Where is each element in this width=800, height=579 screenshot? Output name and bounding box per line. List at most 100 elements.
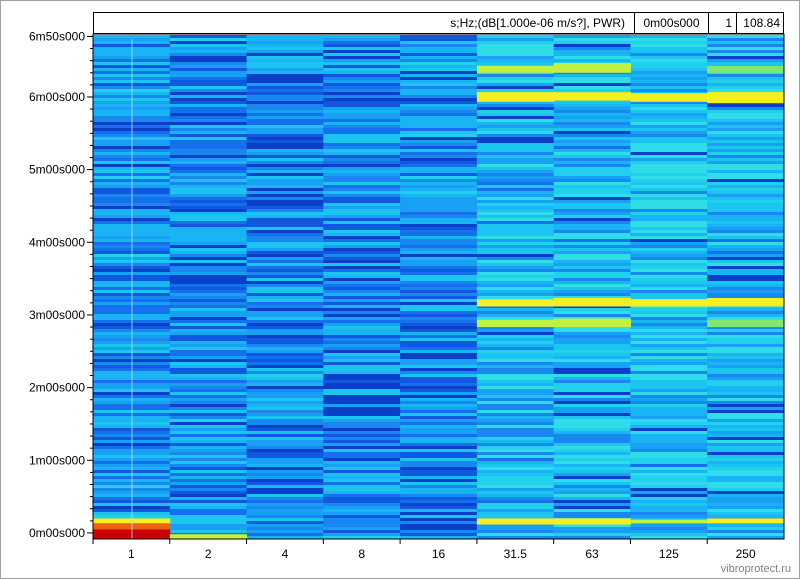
heatmap-cell	[707, 152, 785, 155]
heatmap-cell	[630, 170, 708, 173]
heatmap-cell	[553, 206, 631, 209]
heatmap-cell	[707, 50, 785, 53]
heatmap-cell	[630, 452, 708, 455]
cursor-value-field[interactable]: 108.84	[736, 13, 784, 33]
heatmap-cell	[630, 410, 708, 413]
heatmap-cell	[246, 365, 324, 368]
heatmap-cell	[476, 44, 555, 47]
heatmap-cell	[553, 311, 631, 314]
heatmap-cell	[707, 176, 785, 179]
heatmap-cell	[246, 533, 324, 536]
heatmap-cell	[246, 272, 324, 275]
heatmap-cell	[323, 143, 401, 146]
heatmap-cell	[400, 62, 478, 65]
heatmap-cell	[246, 389, 324, 392]
heatmap-cell	[630, 440, 708, 443]
heatmap-cell	[400, 281, 478, 284]
heatmap-cell	[400, 395, 478, 398]
heatmap-cell	[476, 275, 555, 278]
heatmap-cell	[476, 263, 555, 266]
heatmap-cell	[630, 47, 708, 50]
heatmap-cell	[400, 509, 478, 512]
heatmap-cell	[476, 179, 555, 182]
heatmap-cell	[630, 398, 708, 401]
heatmap-cell	[400, 521, 478, 524]
cursor-index-field[interactable]: 1	[708, 13, 736, 33]
heatmap-cell	[323, 122, 401, 125]
heatmap-cell	[400, 299, 478, 302]
heatmap-cell	[476, 449, 555, 452]
heatmap-cell	[630, 128, 708, 131]
heatmap-cell	[476, 146, 555, 149]
heatmap-cell	[630, 236, 708, 239]
heatmap-cell	[630, 416, 708, 419]
heatmap-cell	[323, 515, 401, 518]
heatmap-cell	[323, 176, 401, 179]
heatmap-cell	[476, 527, 555, 530]
heatmap-cell	[553, 383, 631, 386]
heatmap-cell	[323, 278, 401, 281]
heatmap-cell	[400, 194, 478, 197]
heatmap-cell	[400, 284, 478, 287]
heatmap-cell	[400, 416, 478, 419]
heatmap-cell	[707, 263, 785, 266]
hot-band-cell	[630, 93, 708, 102]
heatmap-cell	[323, 182, 401, 185]
heatmap-cell	[400, 302, 478, 305]
heatmap-cell	[246, 335, 324, 338]
heatmap-cell	[323, 308, 401, 311]
cursor-time-field[interactable]: 0m00s000	[634, 13, 708, 33]
heatmap-cell	[323, 446, 401, 449]
heatmap-cell	[169, 299, 248, 302]
heatmap-cell	[476, 431, 555, 434]
heatmap-cell	[323, 443, 401, 446]
heatmap-cell	[169, 521, 248, 524]
heatmap-cell	[169, 194, 248, 197]
heatmap-cell	[630, 380, 708, 383]
heatmap-cell	[169, 254, 248, 257]
heatmap-cell	[707, 236, 785, 239]
heatmap-cell	[630, 86, 708, 89]
heatmap-cell	[400, 158, 478, 161]
heatmap-cell	[246, 89, 324, 92]
heatmap-cell	[323, 38, 401, 41]
heatmap-cell	[169, 437, 248, 440]
heatmap-cell	[553, 281, 631, 284]
heatmap-cell	[553, 332, 631, 335]
heatmap-cell	[323, 416, 401, 419]
heatmap-cell	[323, 236, 401, 239]
heatmap-cell	[400, 47, 478, 50]
heatmap-cell	[553, 362, 631, 365]
heatmap-cell	[630, 203, 708, 206]
heatmap-cell	[707, 482, 785, 485]
heatmap-cell	[323, 380, 401, 383]
heatmap-cell	[246, 35, 324, 38]
heatmap-cell	[476, 83, 555, 86]
heatmap-cell	[246, 95, 324, 98]
heatmap-cell	[630, 344, 708, 347]
heatmap-cell	[246, 308, 324, 311]
heatmap-cell	[476, 209, 555, 212]
heatmap-cell	[707, 269, 785, 272]
heatmap-cell	[553, 398, 631, 401]
heatmap-cell	[323, 248, 401, 251]
heatmap-cell	[400, 473, 478, 476]
heatmap-cell	[553, 356, 631, 359]
heatmap-cell	[246, 470, 324, 473]
heatmap-cell	[476, 296, 555, 299]
heatmap-cell	[553, 479, 631, 482]
heatmap-cell	[553, 155, 631, 158]
heatmap-cell	[630, 290, 708, 293]
heatmap-cell	[400, 125, 478, 128]
heatmap-cell	[707, 401, 785, 404]
heatmap-cell	[553, 485, 631, 488]
heatmap-cell	[630, 392, 708, 395]
heatmap-cell	[553, 182, 631, 185]
heatmap-cell	[323, 35, 401, 38]
heatmap-cell	[630, 524, 708, 527]
heatmap-cell	[707, 356, 785, 359]
heatmap-cell	[246, 191, 324, 194]
heatmap-cell	[400, 434, 478, 437]
